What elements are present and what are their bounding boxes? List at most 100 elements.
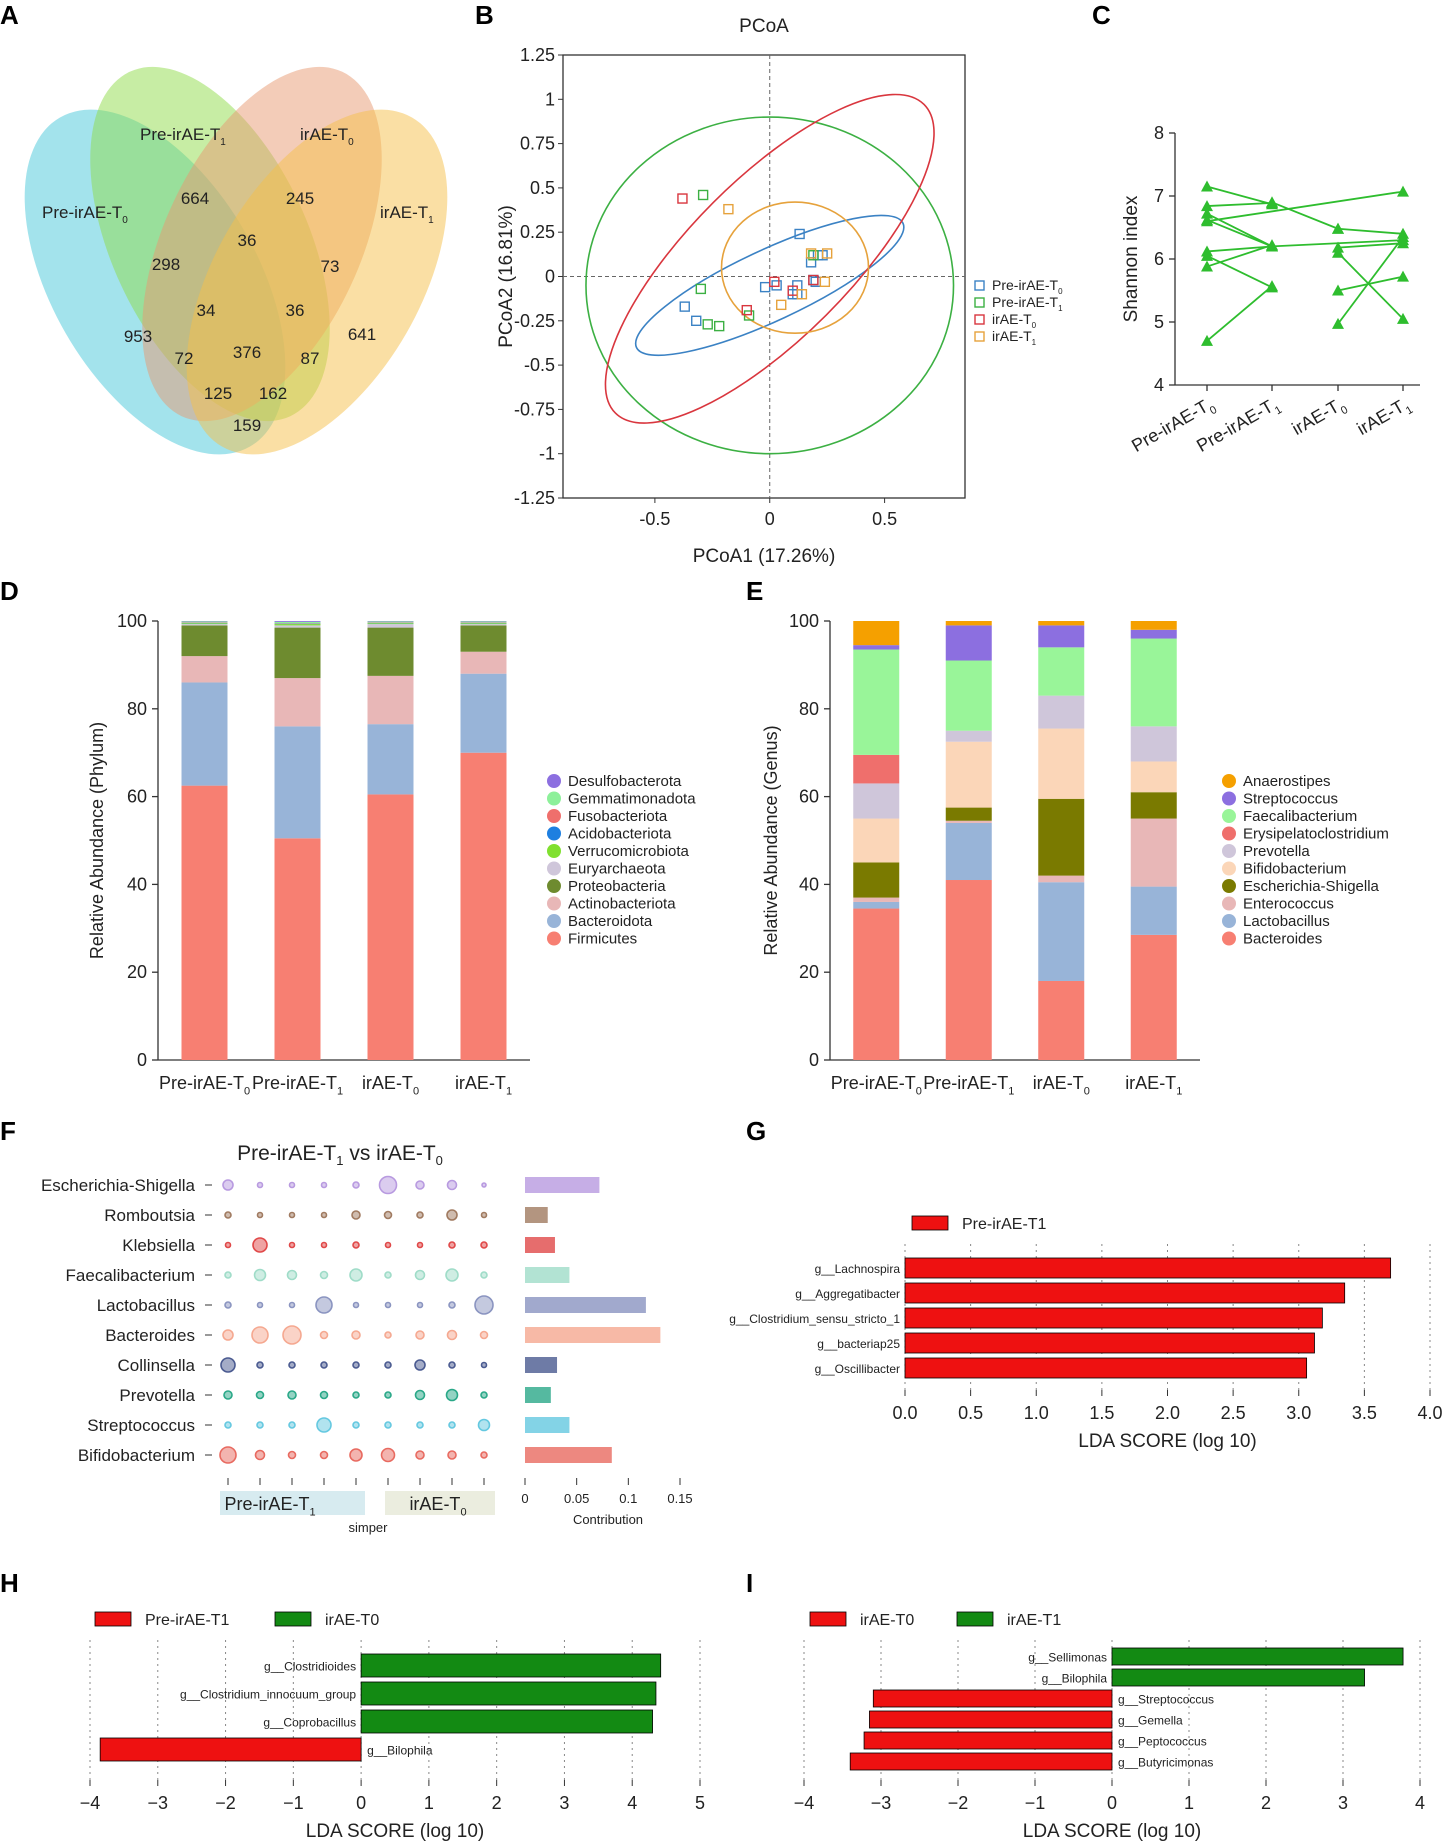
abundance-bubble <box>351 1330 361 1340</box>
abundance-bubble <box>223 1390 233 1400</box>
venn-count: 72 <box>175 349 194 368</box>
x-tick-label: irAE-T1 <box>1125 1073 1182 1097</box>
abundance-bubble <box>319 1330 329 1340</box>
bar-segment <box>274 621 321 624</box>
abundance-bubble <box>380 1447 396 1463</box>
abundance-bubble <box>319 1270 329 1280</box>
abundance-bubble <box>287 1450 297 1460</box>
sample-marker <box>1201 207 1213 219</box>
venn-count: 36 <box>238 231 257 250</box>
legend-swatch <box>547 826 561 841</box>
abundance-bubble <box>384 1421 392 1429</box>
abundance-bubble <box>256 1181 264 1189</box>
panel-i-lda: −4 −3 −2 −1 0 1 2 3 4 LDA SCORE (log 10) irAE-T0 ir… <box>794 1611 1425 1841</box>
y-tick-label: 7 <box>1154 186 1164 206</box>
y-tick-label: 0.75 <box>520 134 555 154</box>
taxon-label: g__Clostridioides <box>264 1660 356 1674</box>
bar-segment <box>367 675 414 725</box>
legend-swatch <box>974 314 985 325</box>
bar-segment <box>274 627 321 679</box>
taxon-label: g__Sellimonas <box>1028 1651 1107 1665</box>
y-tick-label: 40 <box>127 874 147 894</box>
sample-marker <box>1332 246 1344 258</box>
panel-label-h: H <box>0 1568 19 1598</box>
bar-segment <box>1038 625 1085 648</box>
bar-segment <box>853 908 900 1060</box>
legend-entry: Erysipelatoclostridium <box>1243 826 1389 843</box>
bar-segment <box>945 880 992 1060</box>
abundance-bubble <box>319 1390 329 1400</box>
paired-line <box>1271 239 1404 248</box>
legend-swatch <box>547 914 561 928</box>
legend-entry: Desulfobacterota <box>568 773 682 790</box>
sample-marker <box>1397 185 1409 197</box>
legend-entry: irAE-T1 <box>1007 1612 1061 1629</box>
sample-point <box>771 280 782 291</box>
x-axis-label: LDA SCORE (log 10) <box>306 1821 484 1841</box>
paired-line <box>1206 255 1273 289</box>
lda-bar <box>360 1681 657 1706</box>
abundance-bubble <box>446 1179 458 1191</box>
x-tick-label: Pre-irAE-T0 <box>831 1073 922 1097</box>
legend-entry: Firmicutes <box>568 931 637 948</box>
legend-swatch <box>547 879 561 893</box>
venn-set-3 <box>186 109 448 455</box>
taxon-label: g__Coprobacillus <box>263 1716 356 1730</box>
bar-segment <box>853 818 900 863</box>
paired-line <box>1337 236 1404 325</box>
legend-entry: Pre-irAE-T1 <box>962 1216 1047 1233</box>
venn-count: 34 <box>197 301 216 320</box>
y-axis-label: Relative Abundance (Genus) <box>761 725 781 955</box>
abundance-bubble <box>480 1451 488 1459</box>
bar-segment <box>945 621 992 626</box>
venn-count: 87 <box>301 349 320 368</box>
bar-segment <box>460 623 507 625</box>
abundance-bubble <box>415 1450 425 1460</box>
venn-count: 36 <box>286 301 305 320</box>
y-tick-label: 4 <box>1154 375 1164 395</box>
x-tick-label: −1 <box>1025 1793 1046 1813</box>
abundance-bubble <box>349 1448 363 1462</box>
legend-swatch <box>1222 861 1236 876</box>
venn-set-label: Pre-irAE-T1 <box>140 125 226 148</box>
x-tick-label: irAE-T0 <box>362 1073 419 1097</box>
sample-marker <box>1266 240 1278 252</box>
contrib-tick-label: 0.05 <box>564 1491 589 1506</box>
abundance-bubble <box>256 1301 264 1309</box>
y-tick-label: 0 <box>545 267 555 287</box>
y-tick-label: 0.5 <box>530 178 555 198</box>
sample-point <box>794 228 805 240</box>
abundance-bubble <box>415 1180 425 1190</box>
taxon-label: g__Clostridium_sensu_stricto_1 <box>729 1312 900 1326</box>
bar-segment <box>181 682 228 786</box>
confidence-ellipse <box>720 201 870 335</box>
abundance-bubble <box>287 1390 297 1400</box>
abundance-bubble <box>414 1389 426 1401</box>
paired-line <box>1337 227 1404 235</box>
confidence-ellipse <box>634 214 905 357</box>
paired-line <box>1206 244 1273 268</box>
abundance-bubble <box>384 1241 392 1249</box>
y-tick-label: 5 <box>1154 312 1164 332</box>
legend-entry: Enterococcus <box>1243 896 1334 913</box>
bar-segment <box>945 741 992 808</box>
sample-marker <box>1266 280 1278 292</box>
y-tick-label: -0.75 <box>514 399 555 419</box>
legend-swatch <box>974 297 985 308</box>
bar-segment <box>1038 695 1085 729</box>
abundance-bubble <box>477 1418 491 1432</box>
panel-h-lda: −4 −3 −2 −1 0 1 2 3 4 5 LDA SCORE (log 10) Pre-irAE… <box>80 1611 705 1841</box>
legend-swatch <box>547 809 561 823</box>
paired-line <box>1271 201 1339 230</box>
lda-bar <box>99 1737 362 1762</box>
abundance-bubble <box>288 1421 296 1429</box>
bar-segment <box>853 649 900 755</box>
sample-point <box>805 248 817 259</box>
abundance-bubble <box>414 1359 426 1371</box>
lda-bar <box>869 1710 1113 1729</box>
legend-entry: Bifidobacterium <box>1243 861 1346 878</box>
sample-marker <box>1332 284 1344 296</box>
abundance-bubble <box>288 1181 296 1189</box>
abundance-bubble <box>352 1421 360 1429</box>
abundance-bubble <box>224 1421 232 1429</box>
